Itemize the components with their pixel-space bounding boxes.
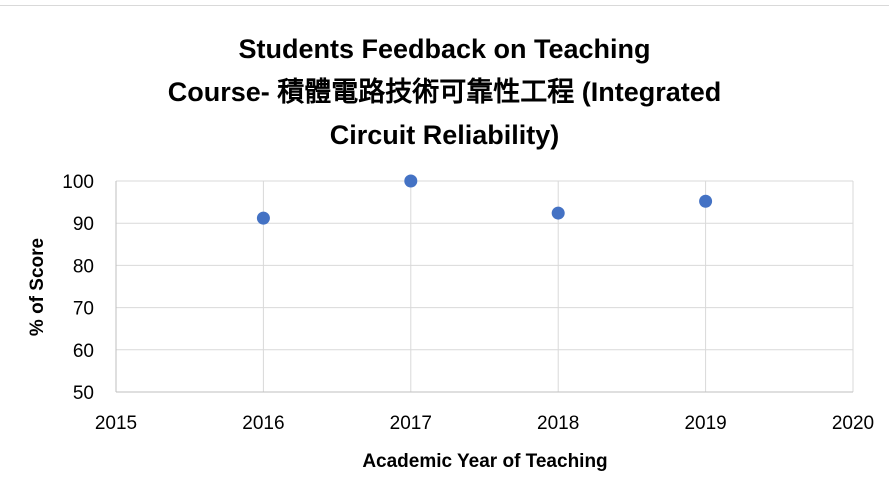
- y-axis-title: % of Score: [27, 238, 48, 336]
- y-tick-label: 100: [62, 172, 94, 193]
- y-tick-label: 50: [73, 383, 94, 404]
- chart-title-line-1: Students Feedback on Teaching: [238, 34, 651, 64]
- y-tick-label: 70: [73, 299, 94, 320]
- x-tick-label: 2019: [684, 413, 726, 434]
- y-tick-label: 60: [73, 341, 94, 362]
- data-point: [256, 211, 270, 225]
- chart-title-line-2: Course- 積體電路技術可靠性工程 (Integrated: [167, 77, 722, 107]
- x-tick-label: 2016: [242, 413, 284, 434]
- data-point: [551, 206, 565, 220]
- chart-title: Students Feedback on Teaching Course- 積體…: [0, 28, 889, 157]
- data-point: [404, 174, 418, 188]
- y-tick-label: 80: [73, 256, 94, 277]
- x-tick-label: 2017: [390, 413, 432, 434]
- x-tick-label: 2015: [95, 413, 137, 434]
- chart-title-line-3: Circuit Reliability): [329, 120, 560, 150]
- top-divider: [0, 5, 889, 6]
- x-tick-label: 2018: [537, 413, 579, 434]
- x-tick-label: 2020: [832, 413, 874, 434]
- x-axis-title: Academic Year of Teaching: [362, 451, 607, 472]
- data-point: [699, 194, 713, 208]
- y-tick-label: 90: [73, 214, 94, 235]
